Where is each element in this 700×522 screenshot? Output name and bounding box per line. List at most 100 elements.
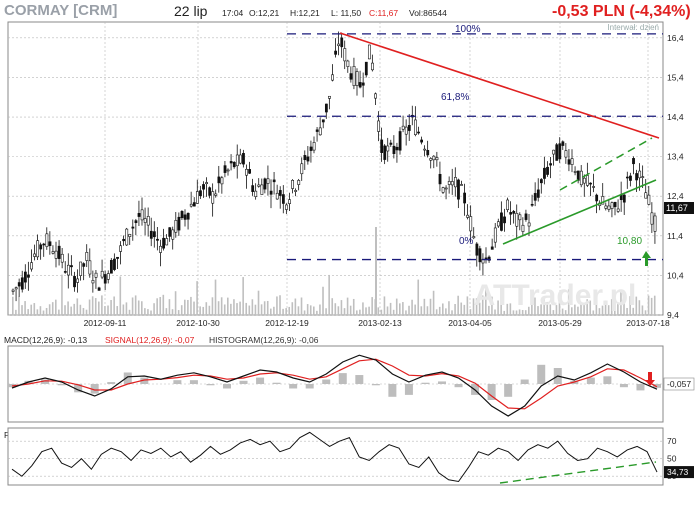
volume-bar (101, 295, 103, 315)
volume-bar (15, 309, 17, 315)
candle-body (242, 153, 245, 165)
candle-body (355, 71, 359, 86)
candle-body (527, 222, 531, 227)
candle-body (306, 156, 310, 162)
volume-bar (88, 299, 91, 315)
candle-body (63, 271, 67, 273)
last-price-label: 11,67 (666, 203, 688, 213)
candle-body (616, 208, 620, 212)
volume-bar (12, 296, 14, 315)
candle-body (629, 175, 632, 181)
candle-body (131, 226, 135, 229)
candle-body (650, 212, 654, 225)
volume-bar (571, 307, 573, 315)
candle-body (321, 119, 325, 123)
volume-bar (174, 291, 177, 315)
volume-bar (193, 301, 195, 315)
candle-body (143, 218, 147, 223)
volume-bar (64, 305, 66, 315)
volume-bar (58, 309, 60, 315)
candle-body (183, 214, 187, 220)
volume-bar (24, 301, 26, 315)
volume-bar (223, 304, 226, 315)
volume-bar (411, 299, 413, 315)
candle-body (125, 228, 129, 246)
candle-body (152, 231, 156, 238)
candle-body (404, 126, 408, 135)
interval-label: Interwał: dzień (607, 23, 659, 32)
candle-body (116, 256, 119, 259)
candle-body (613, 201, 617, 208)
candle-body (635, 173, 639, 181)
watermark: ATTrader.pl (474, 279, 637, 312)
volume-bar (18, 296, 20, 315)
volume-bar (641, 305, 644, 315)
macd-histogram-bar (256, 377, 265, 384)
volume-bar (362, 302, 364, 315)
candle-body (168, 227, 172, 237)
candle-body (463, 192, 467, 204)
candle-body (208, 187, 212, 196)
volume-bar (266, 300, 269, 315)
volume-bar (297, 306, 300, 315)
volume-bar (337, 306, 340, 315)
volume-bar (236, 303, 238, 315)
resistance-trendline (339, 32, 660, 139)
candle-body (632, 158, 635, 165)
volume-bar (257, 290, 260, 315)
candle-body (106, 273, 110, 280)
macd-histogram-bar (173, 380, 182, 384)
volume-bar (208, 305, 211, 315)
macd-histogram-bar (603, 376, 612, 384)
candle-body (20, 277, 24, 290)
volume-bar (230, 303, 232, 315)
candle-body (214, 193, 218, 196)
candle-body (33, 253, 37, 257)
candle-body (506, 199, 510, 211)
candle-body (558, 143, 562, 160)
volume-bar (383, 296, 386, 315)
candle-body (220, 177, 224, 185)
candle-body (601, 196, 605, 205)
candle-body (352, 66, 356, 86)
candle-body (119, 245, 123, 252)
fib-label-618: 61,8% (441, 92, 469, 103)
volume-bar (644, 310, 647, 315)
candle-body (524, 213, 528, 220)
candle-body (484, 257, 488, 260)
volume-bar (313, 306, 315, 315)
volume-bar (442, 303, 444, 315)
volume-bar (171, 309, 174, 315)
volume-bar (365, 307, 367, 315)
candle-body (211, 191, 215, 204)
volume-bar (270, 308, 272, 315)
candle-body (386, 145, 390, 152)
macd-histogram-bar (107, 382, 116, 384)
volume-bar (248, 305, 251, 315)
macd-histogram-bar (140, 377, 149, 384)
candle-body (97, 287, 101, 291)
candle-body (429, 158, 433, 161)
volume-bar (153, 303, 155, 315)
candle-body (567, 159, 571, 165)
volume-bar (356, 310, 358, 315)
price-x-tick-label: 2013-05-29 (538, 318, 582, 328)
candle-body (57, 245, 61, 259)
candle-body (146, 216, 150, 226)
macd-histogram-bar (189, 380, 198, 384)
volume-bar (125, 302, 128, 315)
macd-histogram-bar (537, 364, 546, 384)
macd-histogram-bar (619, 384, 628, 388)
volume-bar (620, 289, 622, 315)
volume-bar (375, 227, 377, 315)
candle-body (432, 155, 436, 161)
macd-title: MACD(12,26,9): -0,13 (4, 335, 87, 345)
candle-body (11, 289, 15, 292)
candle-body (238, 154, 242, 164)
candle-body (223, 165, 227, 173)
candle-body (100, 270, 104, 278)
candle-body (469, 216, 473, 232)
candle-body (546, 166, 549, 175)
volume-bar (122, 304, 125, 315)
